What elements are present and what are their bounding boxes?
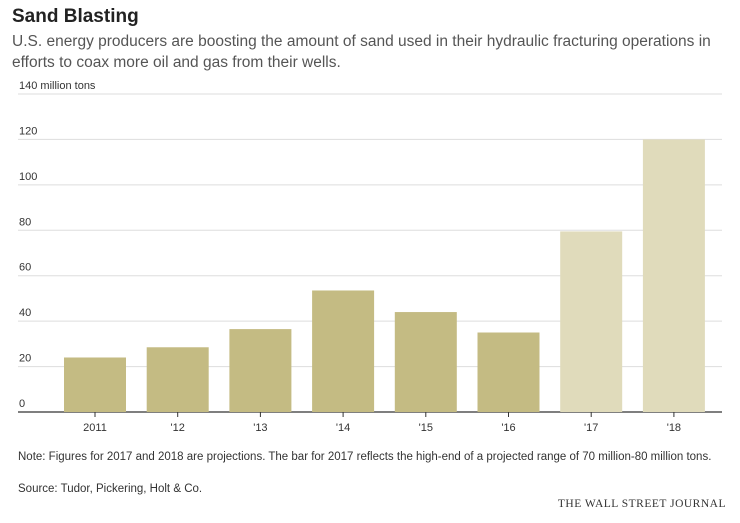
bar-chart: 0 20 40 60 80 100 120 140 million tons 2011 '12 '… [18, 80, 722, 434]
chart-title: Sand Blasting [12, 6, 139, 27]
x-tick-label: '16 [501, 422, 515, 434]
bar-2011 [64, 357, 126, 412]
x-tick-label: 2011 [83, 422, 107, 434]
chart-subtitle: U.S. energy producers are boosting the a… [12, 33, 711, 71]
bar-16 [477, 332, 540, 412]
y-tick-labels: 0 20 40 60 80 100 120 140 million tons [19, 80, 96, 410]
y-tick-label: 20 [19, 353, 31, 365]
x-tick-label: '17 [584, 422, 598, 434]
x-tick-label: '13 [253, 422, 267, 434]
x-tick-label: '18 [667, 422, 681, 434]
x-tick-label: '15 [419, 422, 433, 434]
bar-13 [229, 329, 292, 412]
y-tick-label: 40 [19, 307, 31, 319]
x-tick-label: '14 [336, 422, 350, 434]
y-tick-label: 140 million tons [19, 80, 96, 92]
bar-18 [642, 139, 705, 412]
bar-14 [312, 290, 375, 412]
y-tick-label: 80 [19, 216, 31, 228]
bar-12 [146, 347, 209, 412]
footnote: Note: Figures for 2017 and 2018 are proj… [18, 451, 712, 463]
y-tick-label: 0 [19, 398, 25, 410]
source-line: Source: Tudor, Pickering, Holt & Co. [18, 483, 203, 495]
y-tick-label: 60 [19, 262, 31, 274]
x-tick-labels: 2011 '12 '13 '14 '15 '16 '17 '18 [83, 412, 681, 434]
bars [64, 139, 705, 412]
y-tick-label: 100 [19, 171, 37, 183]
bar-15 [394, 312, 457, 412]
publisher-brand: THE WALL STREET JOURNAL [557, 498, 726, 510]
bar-17 [560, 231, 623, 412]
x-tick-label: '12 [171, 422, 185, 434]
y-tick-label: 120 [19, 125, 37, 137]
